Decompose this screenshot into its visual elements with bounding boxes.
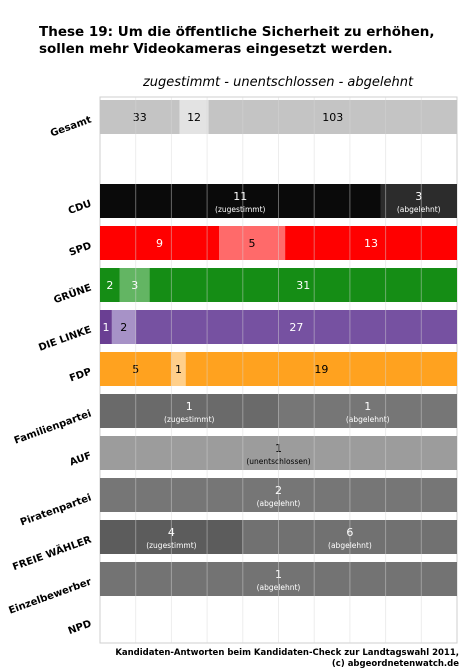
value-label-familienpartei-abgelehnt: 1 <box>364 400 371 413</box>
sub-label-freie-waehler-abgelehnt: (abgelehnt) <box>328 541 372 550</box>
value-label-fdp-abgelehnt: 19 <box>314 363 328 376</box>
category-label-die-linke: DIE LINKE <box>37 324 93 353</box>
category-label-gesamt: Gesamt <box>49 114 93 139</box>
category-label-fdp: FDP <box>68 366 93 384</box>
value-label-piratenpartei-abgelehnt: 2 <box>275 484 282 497</box>
bar-gesamt-zugestimmt <box>100 100 180 134</box>
value-label-spd-unentschlossen: 5 <box>249 237 256 250</box>
bar-spd-zugestimmt <box>100 226 219 260</box>
value-label-cdu-zugestimmt: 11 <box>233 190 247 203</box>
bar-fdp-zugestimmt <box>100 352 172 386</box>
value-label-gruene-abgelehnt: 31 <box>296 279 310 292</box>
bar-die-linke-abgelehnt <box>135 310 457 344</box>
bar-die-linke-unentschlossen <box>111 310 136 344</box>
bar-familienpartei-abgelehnt <box>278 394 457 428</box>
bar-cdu-abgelehnt <box>380 184 457 218</box>
category-label-piratenpartei: Piratenpartei <box>19 492 93 528</box>
bar-die-linke-zugestimmt <box>100 310 112 344</box>
value-label-auf-unentschlossen: 1 <box>275 442 282 455</box>
category-label-familienpartei: Familienpartei <box>13 408 93 446</box>
sub-label-auf-unentschlossen: (unentschlossen) <box>246 457 310 466</box>
value-label-gruene-zugestimmt: 2 <box>106 279 113 292</box>
bar-freie-waehler-abgelehnt <box>242 520 457 554</box>
value-label-gruene-unentschlossen: 3 <box>131 279 138 292</box>
value-label-freie-waehler-abgelehnt: 6 <box>346 526 353 539</box>
value-label-spd-abgelehnt: 13 <box>364 237 378 250</box>
value-label-gesamt-abgelehnt: 103 <box>322 111 343 124</box>
category-label-cdu: CDU <box>67 198 93 216</box>
bar-spd-unentschlossen <box>219 226 286 260</box>
bar-gesamt-unentschlossen <box>179 100 209 134</box>
sub-label-familienpartei-zugestimmt: (zugestimmt) <box>164 415 214 424</box>
bar-cdu-zugestimmt <box>100 184 381 218</box>
sub-label-freie-waehler-zugestimmt: (zugestimmt) <box>146 541 196 550</box>
value-label-gesamt-unentschlossen: 12 <box>187 111 201 124</box>
bar-freie-waehler-zugestimmt <box>100 520 243 554</box>
footer-line-1: Kandidaten-Antworten beim Kandidaten-Che… <box>115 648 459 658</box>
bar-einzelbewerber-abgelehnt <box>100 562 457 596</box>
bar-fdp-unentschlossen <box>171 352 186 386</box>
legend-subtitle: zugestimmt - unentschlossen - abgelehnt <box>142 75 414 90</box>
value-label-freie-waehler-zugestimmt: 4 <box>168 526 175 539</box>
footer-line-2: (c) abgeordnetenwatch.de <box>331 659 459 669</box>
category-label-spd: SPD <box>68 240 93 258</box>
bar-gruene-unentschlossen <box>119 268 150 302</box>
category-label-auf: AUF <box>68 450 93 468</box>
bar-fdp-abgelehnt <box>185 352 457 386</box>
value-label-spd-zugestimmt: 9 <box>156 237 163 250</box>
bar-familienpartei-zugestimmt <box>100 394 279 428</box>
category-label-einzelbewerber: Einzelbewerber <box>7 576 93 616</box>
value-label-die-linke-zugestimmt: 1 <box>102 321 109 334</box>
value-label-gesamt-zugestimmt: 33 <box>133 111 147 124</box>
value-label-cdu-abgelehnt: 3 <box>415 190 422 203</box>
bar-gruene-zugestimmt <box>100 268 120 302</box>
sub-label-cdu-abgelehnt: (abgelehnt) <box>397 205 441 214</box>
value-label-familienpartei-zugestimmt: 1 <box>186 400 193 413</box>
value-label-die-linke-abgelehnt: 27 <box>289 321 303 334</box>
sub-label-einzelbewerber-abgelehnt: (abgelehnt) <box>257 583 301 592</box>
value-label-fdp-zugestimmt: 5 <box>132 363 139 376</box>
value-label-fdp-unentschlossen: 1 <box>175 363 182 376</box>
sub-label-cdu-zugestimmt: (zugestimmt) <box>215 205 265 214</box>
category-label-gruene: GRÜNE <box>51 280 93 307</box>
bar-gesamt-abgelehnt <box>208 100 457 134</box>
bar-auf-unentschlossen <box>100 436 457 470</box>
bar-gruene-abgelehnt <box>149 268 458 302</box>
chart-title: These 19: Um die öffentliche Sicherheit … <box>39 24 435 57</box>
bar-spd-abgelehnt <box>285 226 457 260</box>
value-label-einzelbewerber-abgelehnt: 1 <box>275 568 282 581</box>
value-label-die-linke-unentschlossen: 2 <box>120 321 127 334</box>
bar-piratenpartei-abgelehnt <box>100 478 457 512</box>
footer: Kandidaten-Antworten beim Kandidaten-Che… <box>115 648 459 670</box>
category-label-npd: NPD <box>67 618 93 637</box>
sub-label-piratenpartei-abgelehnt: (abgelehnt) <box>257 499 301 508</box>
sub-label-familienpartei-abgelehnt: (abgelehnt) <box>346 415 390 424</box>
category-label-freie-waehler: FREIE WÄHLER <box>10 532 93 574</box>
